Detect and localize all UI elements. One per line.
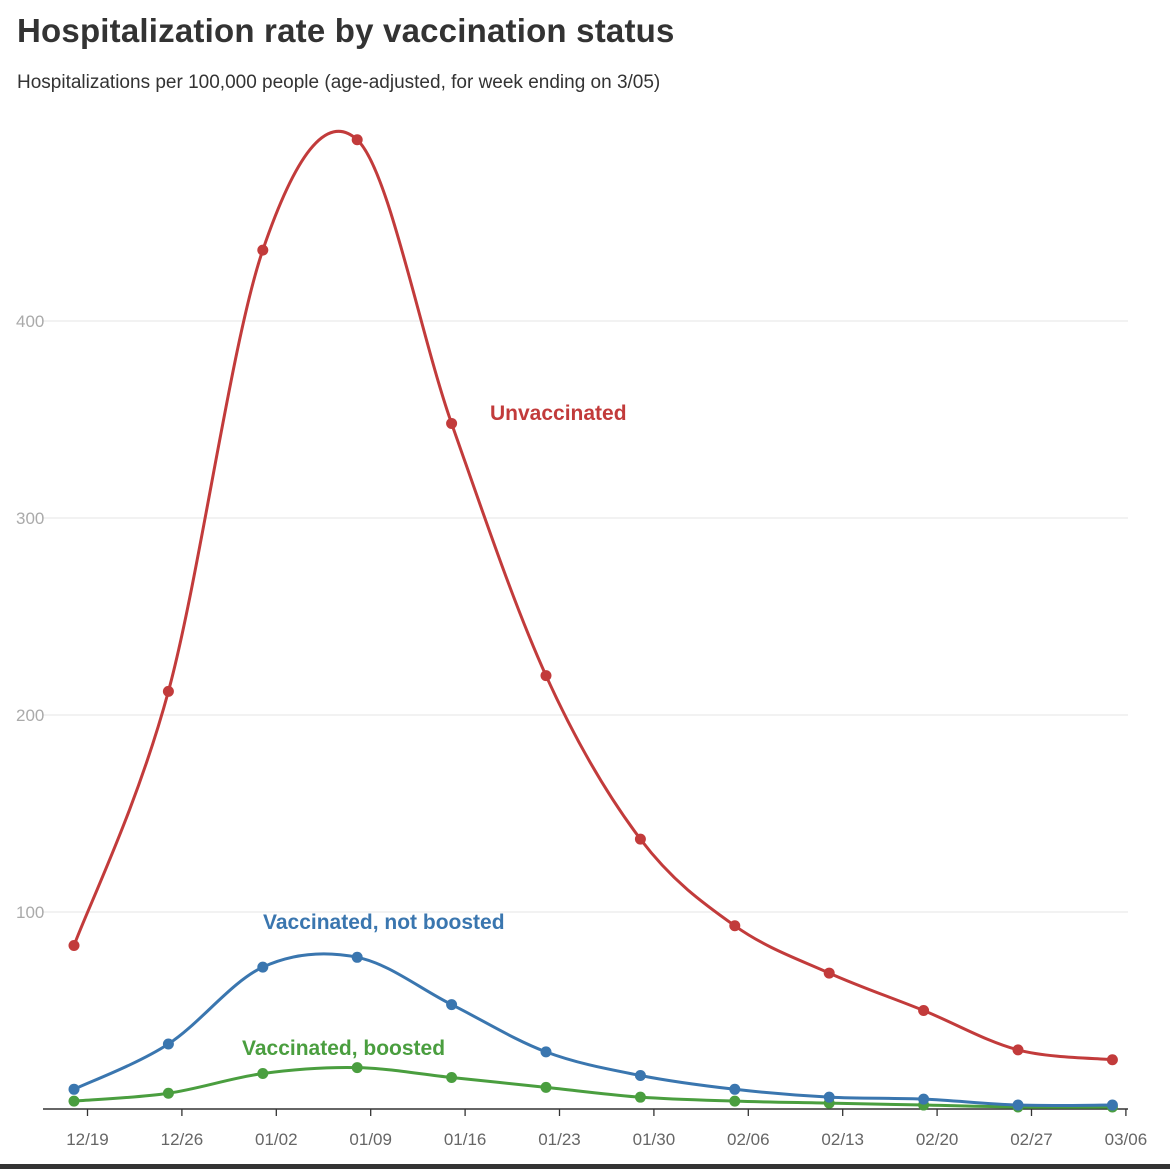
data-point-vaccinated-not-boosted[interactable]	[634, 1070, 646, 1082]
x-tick-label: 01/02	[255, 1130, 298, 1149]
x-tick-label: 01/30	[633, 1130, 676, 1149]
data-point-vaccinated-not-boosted[interactable]	[68, 1083, 80, 1095]
data-point-vaccinated-boosted[interactable]	[68, 1095, 80, 1107]
data-point-unvaccinated[interactable]	[918, 1005, 930, 1016]
x-tick-label: 02/13	[821, 1130, 864, 1149]
y-tick-label: 200	[16, 706, 44, 725]
series-line-unvaccinated	[72, 129, 1113, 1062]
data-point-vaccinated-not-boosted[interactable]	[823, 1091, 835, 1103]
y-tick-label: 100	[16, 903, 44, 922]
x-tick-label: 12/26	[161, 1130, 204, 1149]
data-point-vaccinated-boosted[interactable]	[162, 1087, 174, 1099]
x-tick-label: 03/06	[1105, 1130, 1148, 1149]
data-point-unvaccinated[interactable]	[446, 417, 458, 429]
data-point-unvaccinated[interactable]	[1106, 1054, 1118, 1066]
data-point-unvaccinated[interactable]	[823, 967, 835, 979]
data-point-vaccinated-not-boosted[interactable]	[351, 951, 363, 963]
data-point-vaccinated-not-boosted[interactable]	[1106, 1099, 1118, 1111]
data-point-unvaccinated[interactable]	[351, 134, 363, 146]
x-axis-ticks: 12/19 12/26 01/02 01/09 01/16 01/23 01/30 02/06…	[66, 1109, 1147, 1149]
series-line-vaccinated-boosted	[73, 1066, 1113, 1109]
series-points	[68, 134, 1118, 1113]
data-point-vaccinated-not-boosted[interactable]	[446, 999, 458, 1011]
data-point-unvaccinated[interactable]	[634, 833, 646, 845]
data-point-unvaccinated[interactable]	[729, 920, 741, 932]
x-tick-label: 01/23	[538, 1130, 581, 1149]
data-point-unvaccinated[interactable]	[1012, 1044, 1024, 1056]
series-lines	[72, 129, 1113, 1109]
y-tick-label: 400	[16, 312, 44, 331]
data-point-vaccinated-not-boosted[interactable]	[729, 1083, 741, 1095]
y-tick-label: 300	[16, 509, 44, 528]
data-point-vaccinated-boosted[interactable]	[446, 1071, 458, 1083]
chart-subtitle: Hospitalizations per 100,000 people (age…	[17, 72, 661, 93]
data-point-vaccinated-boosted[interactable]	[351, 1062, 363, 1074]
data-point-unvaccinated[interactable]	[162, 685, 174, 697]
series-labels: Unvaccinated Vaccinated, not boosted Vacci…	[242, 402, 627, 1060]
data-point-vaccinated-not-boosted[interactable]	[540, 1046, 552, 1058]
x-tick-label: 01/09	[349, 1130, 392, 1149]
data-point-vaccinated-not-boosted[interactable]	[162, 1038, 174, 1050]
data-point-vaccinated-not-boosted[interactable]	[257, 961, 269, 973]
chart-grid	[43, 320, 1128, 913]
series-label-unvaccinated: Unvaccinated	[490, 402, 627, 425]
x-tick-label: 02/27	[1010, 1130, 1053, 1149]
data-point-vaccinated-boosted[interactable]	[540, 1081, 552, 1093]
series-label-vaccinated-boosted: Vaccinated, boosted	[242, 1037, 445, 1060]
x-tick-label: 02/20	[916, 1130, 959, 1149]
data-point-vaccinated-not-boosted[interactable]	[1012, 1099, 1024, 1111]
y-axis-ticks: 100 200 300 400	[16, 312, 44, 922]
data-point-unvaccinated[interactable]	[257, 244, 269, 256]
data-point-unvaccinated[interactable]	[540, 670, 552, 682]
x-tick-label: 01/16	[444, 1130, 487, 1149]
data-point-vaccinated-not-boosted[interactable]	[918, 1093, 930, 1105]
data-point-unvaccinated[interactable]	[68, 939, 80, 951]
x-tick-label: 12/19	[66, 1130, 109, 1149]
bottom-bar	[0, 1164, 1170, 1169]
series-line-vaccinated-not-boosted	[73, 952, 1113, 1107]
data-point-vaccinated-boosted[interactable]	[634, 1091, 646, 1103]
chart-title: Hospitalization rate by vaccination stat…	[17, 12, 675, 49]
data-point-vaccinated-boosted[interactable]	[257, 1068, 269, 1080]
data-point-vaccinated-boosted[interactable]	[729, 1095, 741, 1107]
series-label-vaccinated-not-boosted: Vaccinated, not boosted	[263, 911, 505, 934]
x-tick-label: 02/06	[727, 1130, 770, 1149]
